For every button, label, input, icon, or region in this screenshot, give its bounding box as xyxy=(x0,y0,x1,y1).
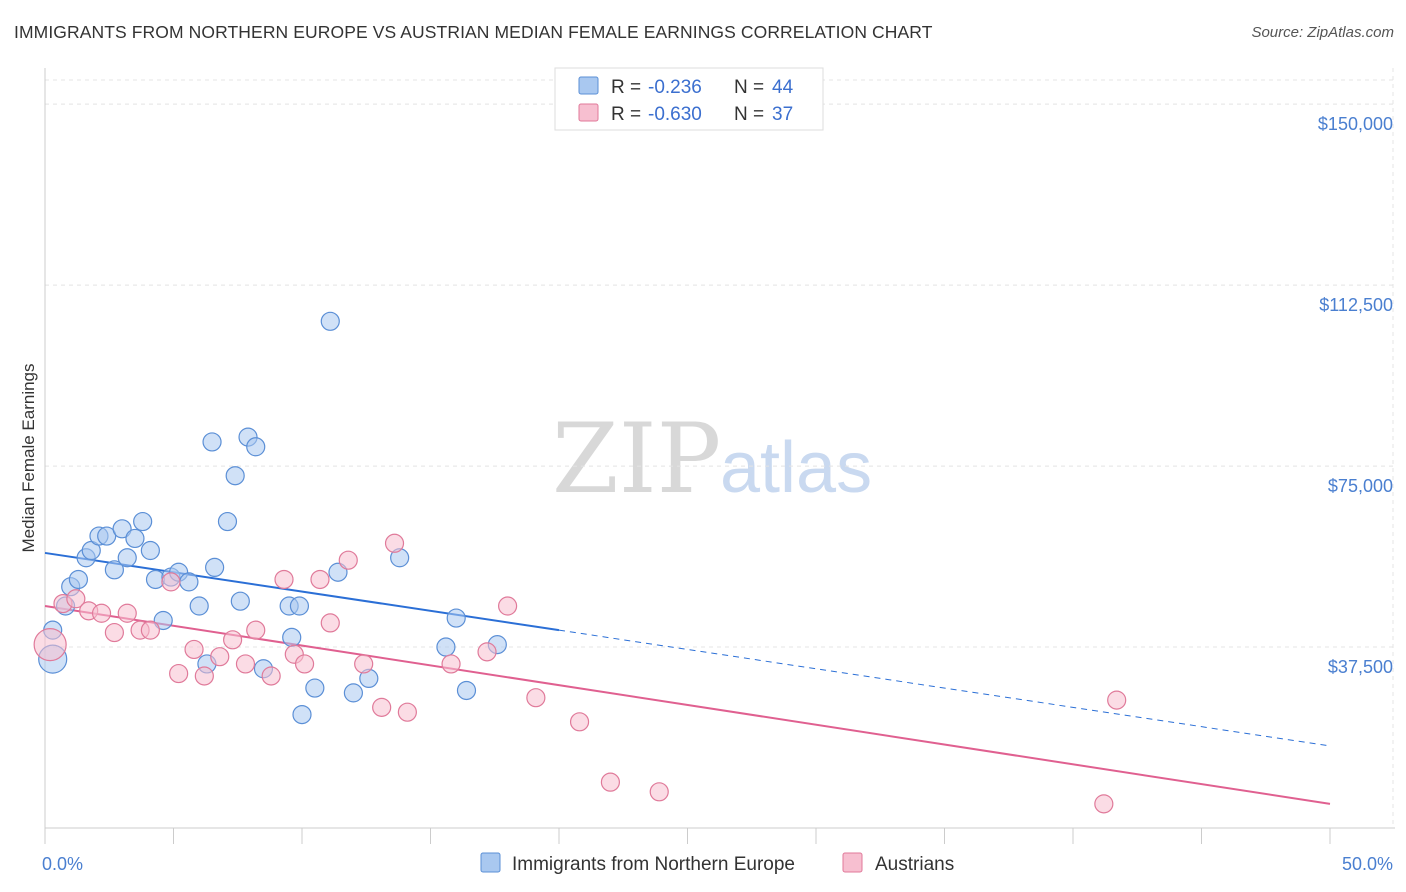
point-northern-europe xyxy=(112,519,132,539)
point-northern-europe xyxy=(305,678,325,698)
point-austrians xyxy=(104,622,124,643)
point-northern-europe xyxy=(140,540,160,561)
point-austrians xyxy=(140,620,160,640)
point-northern-europe xyxy=(230,591,250,611)
point-northern-europe xyxy=(68,569,89,590)
legend-n-value-1: 44 xyxy=(772,77,794,98)
watermark-atlas: atlas xyxy=(720,428,872,508)
watermark-zip: ZIP xyxy=(552,403,721,515)
point-austrians xyxy=(354,654,374,674)
point-northern-europe xyxy=(133,511,153,532)
stats-legend-box xyxy=(554,67,824,131)
legend-n-label-2: N = xyxy=(734,104,764,125)
point-austrians xyxy=(600,772,621,792)
legend-r-value-1: -0.236 xyxy=(648,77,702,98)
point-austrians xyxy=(33,628,67,662)
point-northern-europe xyxy=(117,548,137,568)
x-tick-label-min: 0.0% xyxy=(42,854,83,874)
point-northern-europe xyxy=(153,610,173,631)
point-austrians xyxy=(235,654,256,674)
y-tick-label: $75,000 xyxy=(1328,476,1393,496)
point-northern-europe xyxy=(289,596,310,616)
point-northern-europe xyxy=(246,437,266,457)
point-austrians xyxy=(246,620,266,640)
point-austrians xyxy=(372,697,392,717)
axes xyxy=(44,68,1395,844)
series-legend-label-austrians: Austrians xyxy=(875,854,954,875)
point-austrians xyxy=(526,688,546,708)
stats-legend: R = -0.236 N = 44 R = -0.630 N = 37 xyxy=(554,67,824,131)
point-austrians xyxy=(1107,690,1127,710)
series-legend: Immigrants from Northern Europe Austrian… xyxy=(480,852,954,875)
point-northern-europe xyxy=(217,511,238,532)
point-northern-europe xyxy=(125,528,145,549)
point-northern-europe xyxy=(225,466,245,486)
point-northern-europe xyxy=(202,432,222,452)
y-tick-label: $150,000 xyxy=(1318,114,1393,134)
point-austrians xyxy=(117,603,137,623)
point-northern-europe xyxy=(282,627,302,647)
y-axis-title: Median Female Earnings xyxy=(19,364,38,553)
series-legend-label-northern-europe: Immigrants from Northern Europe xyxy=(512,854,795,875)
legend-swatch-austrians xyxy=(578,103,599,122)
series-legend-swatch-austrians xyxy=(842,852,863,873)
point-austrians xyxy=(169,663,189,684)
point-northern-europe xyxy=(320,311,340,331)
point-northern-europe xyxy=(189,596,209,616)
point-northern-europe xyxy=(97,526,117,546)
data-points xyxy=(33,311,1127,814)
chart-title: IMMIGRANTS FROM NORTHERN EUROPE VS AUSTR… xyxy=(14,22,933,42)
trend-lines xyxy=(44,551,1331,805)
point-austrians xyxy=(294,654,315,674)
point-austrians xyxy=(66,589,86,609)
point-northern-europe xyxy=(446,608,466,628)
y-tick-labels: $37,500 $75,000 $112,500 $150,000 xyxy=(1318,114,1393,677)
point-austrians xyxy=(194,666,214,686)
legend-swatch-northern-europe xyxy=(578,76,599,95)
legend-n-value-2: 37 xyxy=(772,104,793,125)
point-austrians xyxy=(569,712,590,732)
point-austrians xyxy=(397,702,417,722)
point-northern-europe xyxy=(436,637,456,657)
point-austrians xyxy=(184,639,204,660)
point-austrians xyxy=(649,782,669,802)
legend-n-label-1: N = xyxy=(734,77,764,98)
point-austrians xyxy=(161,572,181,592)
point-northern-europe xyxy=(205,557,225,578)
point-austrians xyxy=(210,647,230,667)
point-austrians xyxy=(338,550,358,570)
point-austrians xyxy=(320,613,340,633)
point-northern-europe xyxy=(343,683,363,703)
trend-line-northern-europe-extrapolated xyxy=(558,629,1331,747)
legend-r-label-2: R = xyxy=(611,104,641,125)
y-tick-label: $37,500 xyxy=(1328,657,1393,677)
point-austrians xyxy=(223,630,243,650)
point-northern-europe xyxy=(456,680,477,701)
point-austrians xyxy=(1094,794,1114,814)
point-austrians xyxy=(384,533,405,553)
point-austrians xyxy=(477,642,497,662)
point-northern-europe xyxy=(179,572,199,592)
point-austrians xyxy=(274,569,294,590)
point-austrians xyxy=(310,569,330,590)
source-label: Source: ZipAtlas.com xyxy=(1251,24,1394,41)
point-northern-europe xyxy=(292,704,312,725)
y-tick-label: $112,500 xyxy=(1319,295,1393,315)
legend-r-label-1: R = xyxy=(611,77,641,98)
point-northern-europe xyxy=(104,560,124,580)
point-austrians xyxy=(91,603,112,623)
series-legend-swatch-northern-europe xyxy=(480,852,501,873)
x-tick-label-max: 50.0% xyxy=(1342,854,1393,874)
point-austrians xyxy=(261,666,281,686)
point-austrians xyxy=(441,654,461,674)
legend-r-value-2: -0.630 xyxy=(648,104,702,125)
point-austrians xyxy=(498,596,518,616)
